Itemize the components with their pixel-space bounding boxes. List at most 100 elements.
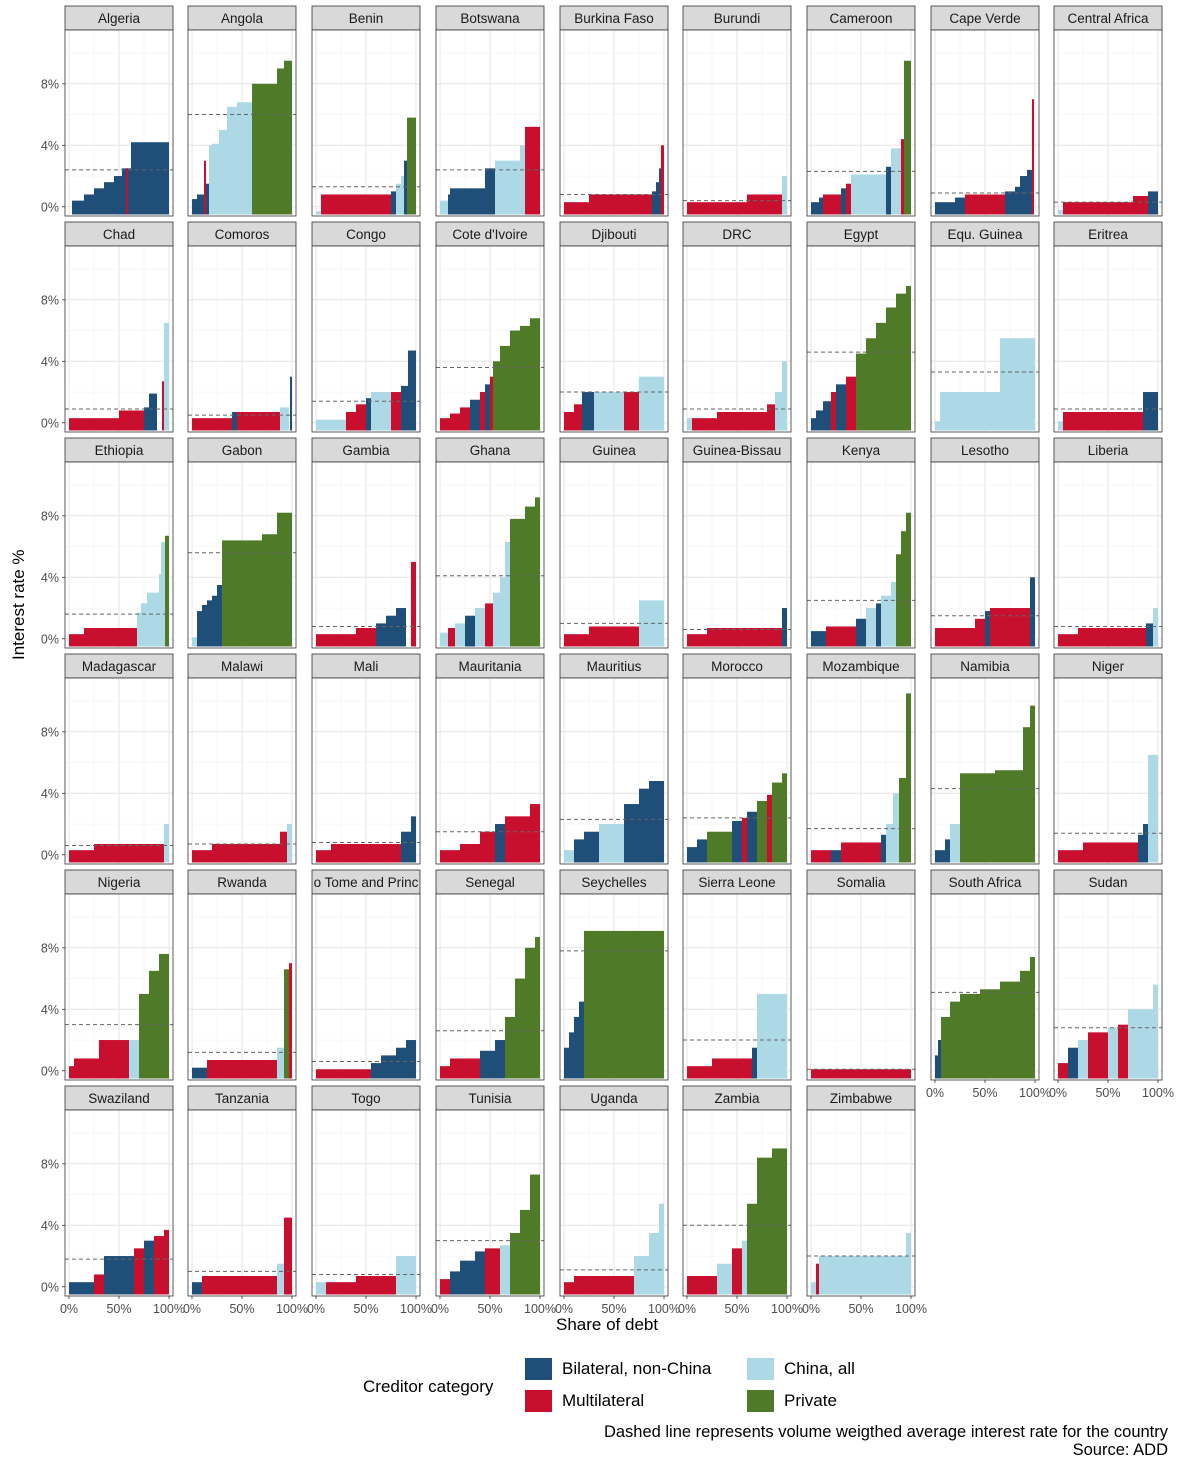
debt-bar	[906, 693, 911, 863]
debt-bar	[316, 634, 356, 647]
debt-bar	[480, 392, 485, 431]
debt-bar	[197, 611, 202, 647]
facet-title: Namibia	[960, 659, 1010, 674]
debt-bar	[321, 194, 346, 215]
facet-guinea: Guinea	[559, 437, 669, 649]
facet-title: Uganda	[590, 1091, 638, 1106]
facet-title: Seychelles	[581, 875, 647, 890]
facet-title: Somalia	[837, 875, 886, 890]
debt-bar	[816, 410, 823, 431]
debt-bar	[237, 102, 252, 215]
debt-bar	[192, 1282, 202, 1295]
facet-strip	[435, 869, 545, 895]
facet-algeria: Algeria 0% 4% 8%	[41, 5, 174, 217]
debt-bar	[149, 393, 157, 431]
debt-bar	[955, 197, 965, 215]
facet-strip	[559, 221, 669, 247]
facet-sudan: Sudan 0% 50% 100%	[1049, 869, 1174, 1100]
debt-bar	[899, 777, 906, 863]
debt-bar	[1133, 196, 1148, 215]
facet-title: Congo	[346, 227, 386, 242]
debt-bar	[119, 410, 144, 431]
debt-bar	[396, 608, 406, 647]
debt-bar	[1078, 1040, 1088, 1079]
debt-bar	[316, 211, 321, 215]
facet-rwanda: Rwanda	[187, 869, 297, 1081]
debt-bar	[1153, 984, 1158, 1079]
debt-bar	[1005, 191, 1015, 215]
debt-bar	[209, 145, 212, 215]
debt-bar	[866, 338, 876, 431]
facet-title: Senegal	[465, 875, 515, 890]
debt-bar	[346, 194, 391, 215]
debt-bar	[316, 850, 331, 863]
debt-bar	[990, 608, 1030, 647]
debt-bar	[811, 202, 819, 215]
debt-bar	[1058, 1063, 1068, 1079]
facet-madagascar: Madagascar 0% 4% 8%	[41, 653, 174, 865]
panel-border	[1053, 29, 1163, 217]
debt-bar	[450, 1271, 460, 1295]
panel-border	[187, 461, 297, 649]
debt-bar	[164, 322, 169, 431]
facet-title: Benin	[349, 11, 384, 26]
x-tick-label: 0%	[555, 1302, 573, 1316]
panel-border	[559, 29, 669, 217]
debt-bar	[712, 1058, 752, 1079]
facet-o-tome-and-princ: o Tome and Princ	[311, 869, 421, 1081]
debt-bar	[841, 842, 881, 863]
debt-bar	[407, 117, 416, 215]
facet-title: Mauritius	[587, 659, 642, 674]
panel-border	[311, 29, 421, 217]
facet-strip	[1053, 869, 1163, 895]
debt-bar	[891, 148, 901, 215]
panel-border	[435, 29, 545, 217]
y-tick-label: 4%	[41, 139, 59, 153]
debt-bar	[950, 1001, 960, 1079]
facet-strip	[187, 437, 297, 463]
y-tick-label: 0%	[41, 848, 59, 862]
debt-bar	[485, 1248, 500, 1295]
debt-bar	[290, 376, 292, 431]
debt-bar	[649, 1232, 659, 1295]
debt-bar	[237, 412, 280, 431]
debt-bar	[159, 574, 161, 647]
debt-bar	[212, 844, 280, 863]
debt-bar	[505, 1016, 515, 1079]
debt-bar	[144, 407, 149, 431]
facet-title: Tanzania	[215, 1091, 270, 1106]
debt-bar	[687, 202, 747, 215]
x-tick-label: 100%	[524, 1302, 556, 1316]
debt-bar	[520, 325, 530, 431]
facet-drc: DRC	[682, 221, 792, 433]
facet-title: Gambia	[342, 443, 390, 458]
facet-strip	[187, 869, 297, 895]
panel-border	[682, 245, 792, 433]
debt-bar	[891, 581, 896, 647]
debt-bar	[935, 850, 945, 863]
debt-bar	[440, 200, 448, 215]
debt-bar	[161, 541, 165, 647]
x-tick-label: 50%	[353, 1302, 378, 1316]
legend-key-private	[747, 1390, 774, 1412]
debt-bar	[475, 608, 485, 647]
debt-bar	[831, 850, 841, 863]
y-tick-label: 4%	[41, 571, 59, 585]
debt-bar	[411, 816, 416, 863]
debt-bar	[530, 1174, 540, 1295]
facet-title: Togo	[351, 1091, 380, 1106]
debt-bar	[206, 183, 209, 215]
debt-bar	[500, 345, 510, 431]
facet-angola: Angola	[187, 5, 297, 217]
panel-border	[930, 245, 1040, 433]
facet-title: Guinea	[592, 443, 636, 458]
facet-title: Cape Verde	[949, 11, 1020, 26]
facet-lesotho: Lesotho	[930, 437, 1040, 649]
facet-mali: Mali	[311, 653, 421, 865]
facet-strip	[559, 437, 669, 463]
facet-benin: Benin	[311, 5, 421, 217]
x-tick-label: 50%	[724, 1302, 749, 1316]
x-tick-label: 100%	[771, 1302, 803, 1316]
debt-bar	[574, 839, 584, 863]
panel-border	[930, 677, 1040, 865]
